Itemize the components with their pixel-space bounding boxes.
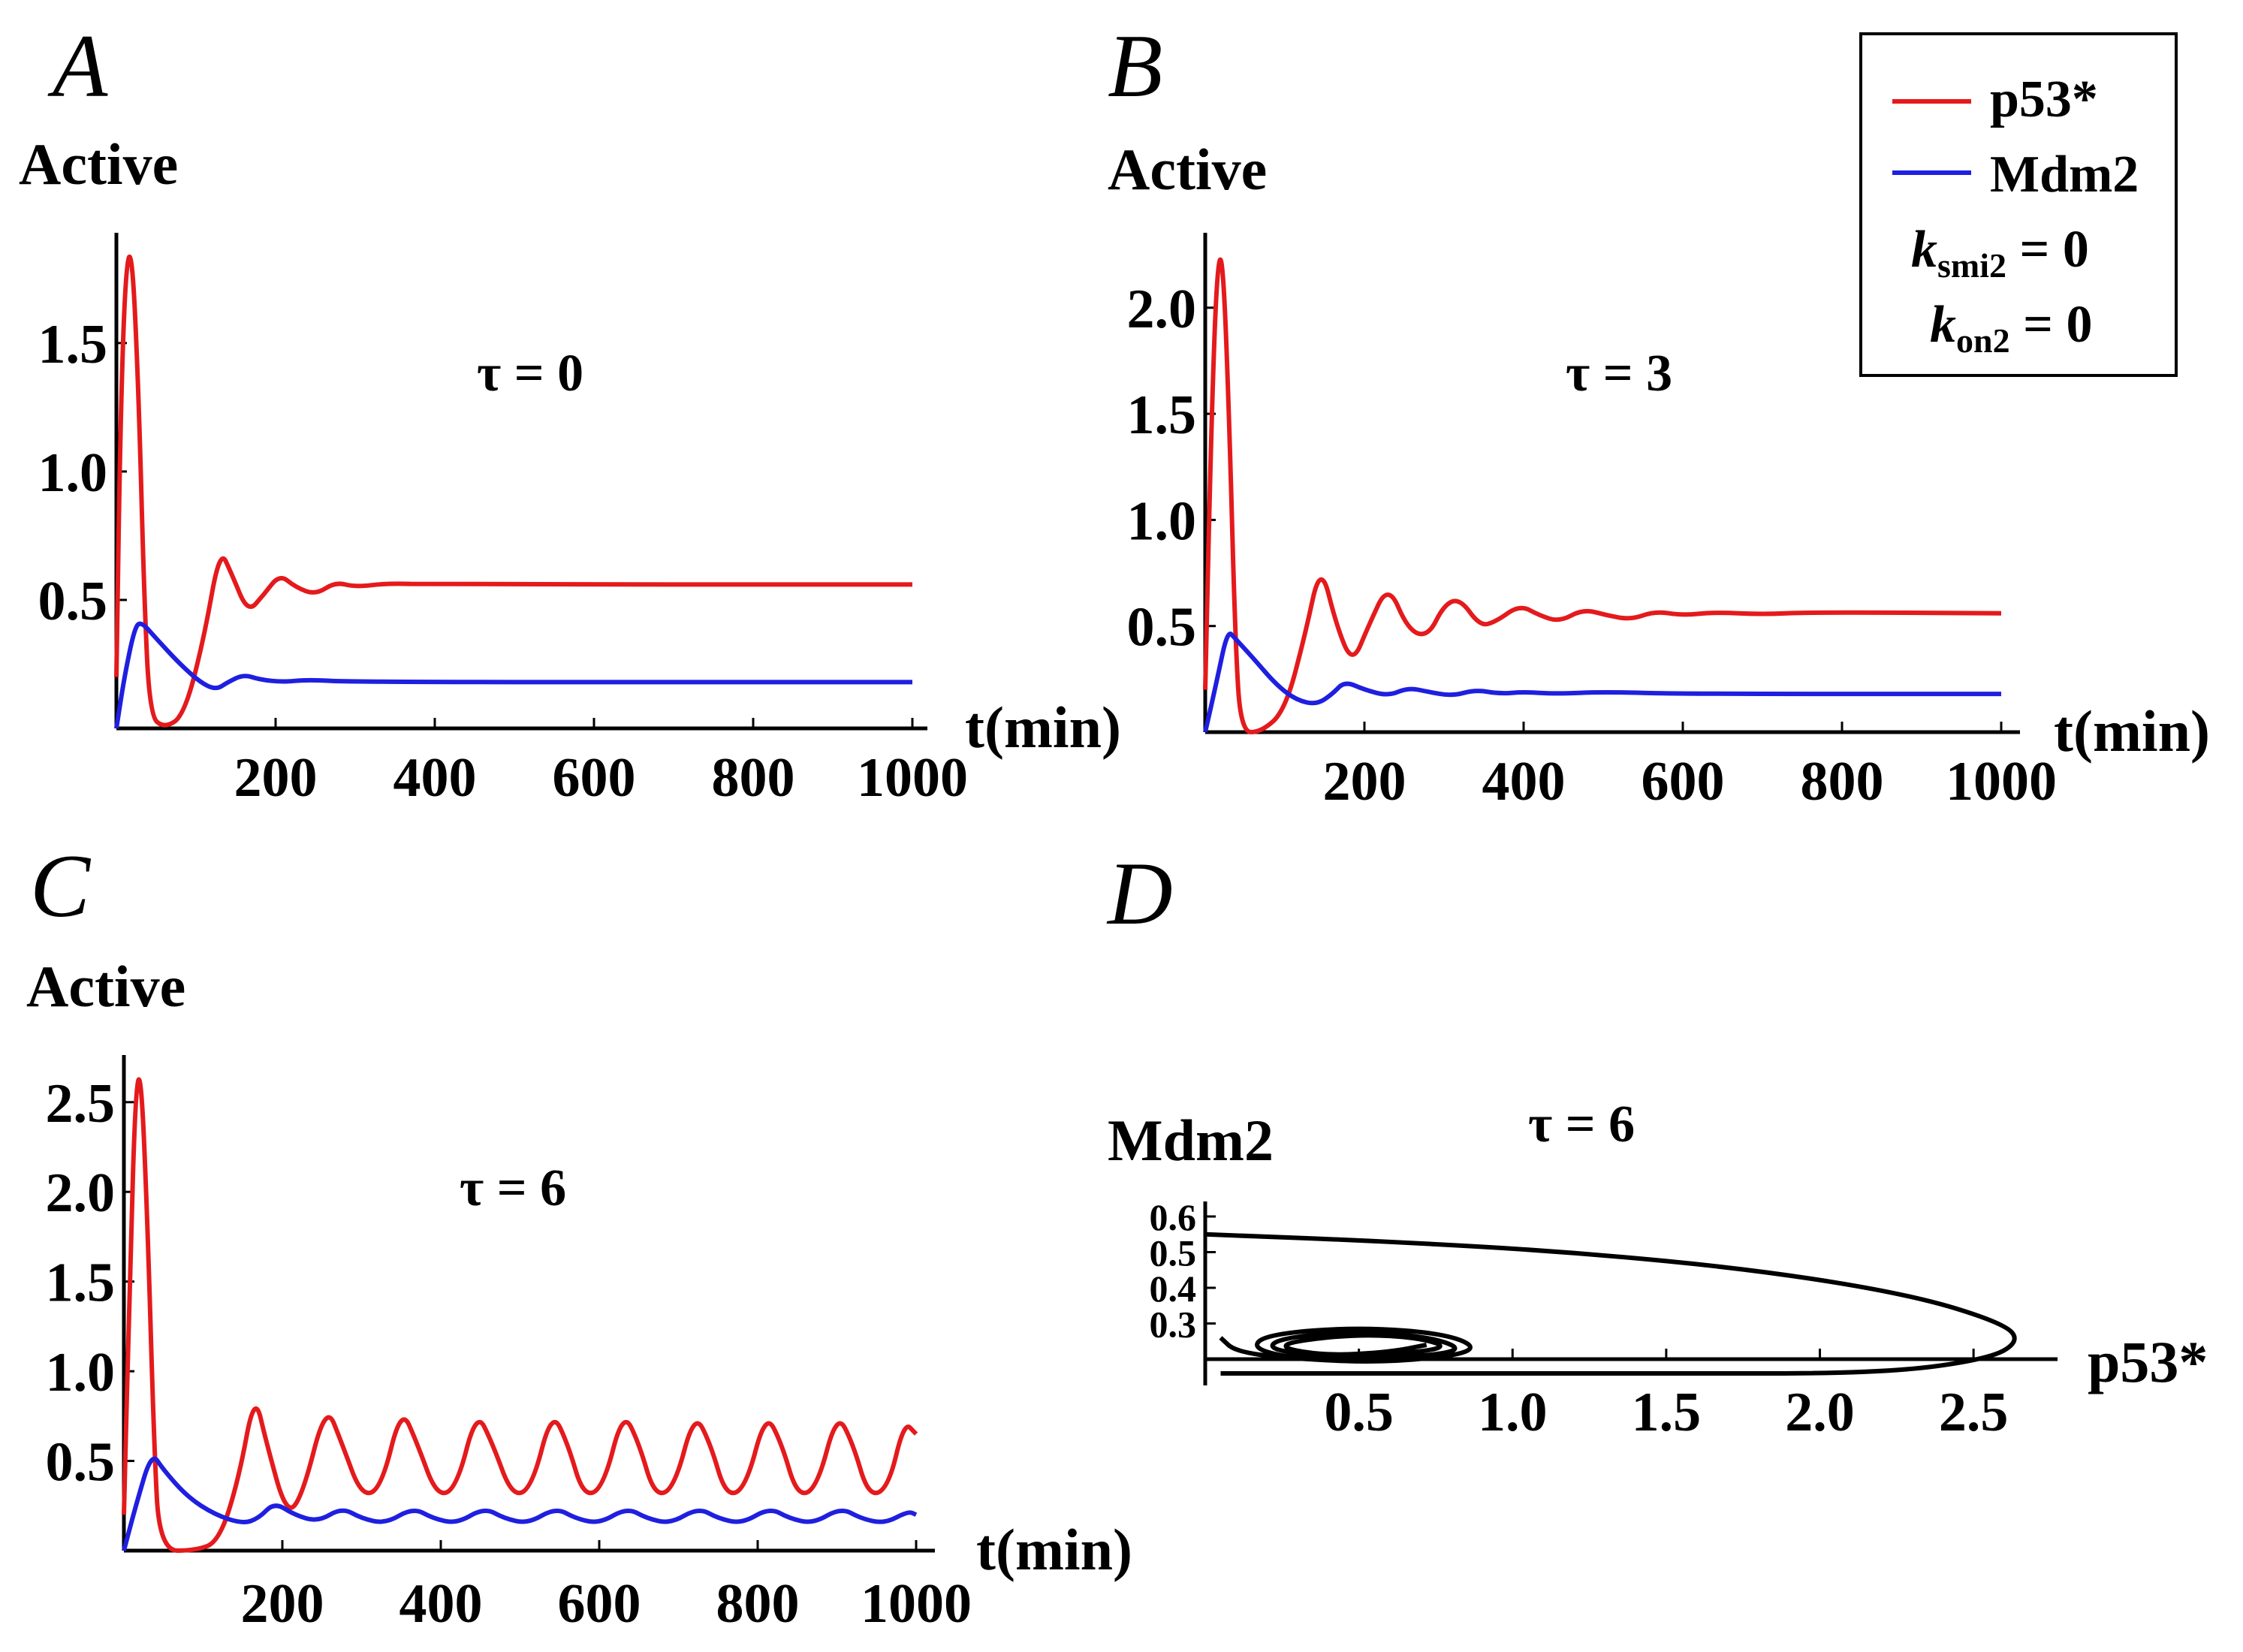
x-tick-label: 200 <box>1323 751 1406 812</box>
panel-c-chart: 200 400 600 800 1000 0.5 1.0 1.5 2.0 2.5 <box>46 1055 972 1635</box>
x-tick-label: 200 <box>234 747 318 809</box>
panel-b-tau: τ = 3 <box>1566 345 1672 402</box>
y-tick-label: 1.5 <box>38 314 108 375</box>
legend-ksmi2: ksmi2 = 0 <box>1911 221 2089 285</box>
x-tick-label: 1000 <box>1946 751 2057 812</box>
panel-label-a: A <box>47 16 108 116</box>
legend-kon2-sub: on2 <box>1956 321 2010 360</box>
series-line-trajectory <box>1204 1231 2017 1376</box>
y-tick-label: 2.0 <box>1127 279 1197 340</box>
panel-label-d: D <box>1106 843 1173 943</box>
series-line-p53 <box>114 255 912 728</box>
y-tick-label: 1.0 <box>46 1342 116 1403</box>
series-line-spiral <box>1219 1326 1473 1364</box>
panel-d-ylabel: Mdm2 <box>1108 1108 1274 1173</box>
panel-a-ylabel: Active <box>19 131 178 197</box>
y-tick-label: 0.5 <box>1127 597 1197 659</box>
x-tick-label: 800 <box>716 1573 800 1635</box>
x-tick-label: 800 <box>712 747 795 809</box>
y-tick-label: 1.0 <box>1127 490 1197 552</box>
y-tick-label: 0.3 <box>1150 1304 1197 1346</box>
series-line-mdm2 <box>122 1456 918 1551</box>
panel-label-b: B <box>1108 16 1162 116</box>
series-line-p53 <box>1203 257 2002 734</box>
x-tick-label: 1.5 <box>1632 1382 1702 1443</box>
legend-ksmi2-value: = 0 <box>2006 221 2089 279</box>
panel-d-tau: τ = 6 <box>1528 1096 1635 1153</box>
legend-box <box>1859 32 2178 377</box>
y-tick-label: 2.0 <box>46 1162 116 1224</box>
y-tick-label: 0.5 <box>1150 1232 1197 1274</box>
panel-b-ylabel: Active <box>1108 137 1267 202</box>
panel-c-xlabel: t(min) <box>976 1517 1132 1582</box>
panel-d-xlabel: p53* <box>2088 1329 2208 1394</box>
x-tick-label: 0.5 <box>1324 1382 1394 1443</box>
legend-label-mdm2: Mdm2 <box>1990 146 2139 203</box>
y-tick-label: 0.5 <box>38 571 108 632</box>
x-tick-label: 2.5 <box>1939 1382 2009 1443</box>
legend-kon2: kon2 = 0 <box>1930 296 2092 360</box>
panel-b-xlabel: t(min) <box>2054 698 2210 764</box>
panel-c-ylabel: Active <box>26 954 185 1019</box>
legend-ksmi2-k: k <box>1911 221 1937 279</box>
panel-a-xlabel: t(min) <box>965 695 1121 760</box>
x-tick-label: 600 <box>1642 751 1725 812</box>
panel-a-chart: 200 400 600 800 1000 0.5 1.0 1.5 <box>38 233 968 809</box>
legend-label-p53: p53* <box>1990 71 2098 128</box>
x-tick-label: 2.0 <box>1785 1382 1855 1443</box>
x-tick-label: 400 <box>399 1573 483 1635</box>
series-line-mdm2 <box>114 621 912 729</box>
legend-kon2-k: k <box>1930 296 1956 354</box>
x-tick-label: 1000 <box>861 1573 972 1635</box>
series-line-mdm2 <box>1203 632 2001 733</box>
x-tick-label: 400 <box>393 747 477 809</box>
panel-d-chart: 0.5 1.0 1.5 2.0 2.50.30.40.50.6 <box>1150 1196 2058 1443</box>
legend-ksmi2-sub: smi2 <box>1937 246 2006 285</box>
y-tick-label: 0.4 <box>1150 1268 1197 1310</box>
panel-label-c: C <box>30 836 92 936</box>
y-tick-label: 1.5 <box>46 1253 116 1314</box>
legend: p53* Mdm2 ksmi2 = 0 kon2 = 0 <box>1859 32 2178 377</box>
y-tick-label: 2.5 <box>46 1073 116 1135</box>
y-tick-label: 1.5 <box>1127 384 1197 446</box>
x-tick-label: 1.0 <box>1478 1382 1548 1443</box>
series-line-p53 <box>122 1077 918 1553</box>
y-tick-label: 0.6 <box>1150 1196 1197 1238</box>
x-tick-label: 1000 <box>857 747 968 809</box>
x-tick-label: 400 <box>1482 751 1566 812</box>
legend-kon2-value: = 0 <box>2010 296 2093 354</box>
x-tick-label: 800 <box>1801 751 1884 812</box>
y-tick-label: 0.5 <box>46 1432 116 1494</box>
x-tick-label: 200 <box>241 1573 324 1635</box>
x-tick-label: 600 <box>558 1573 641 1635</box>
panel-c-tau: τ = 6 <box>460 1159 566 1217</box>
panel-b-chart: 200 400 600 800 1000 0.5 1.0 1.5 2.0 <box>1127 233 2057 812</box>
y-tick-label: 1.0 <box>38 442 108 504</box>
panel-a-tau: τ = 0 <box>477 345 583 402</box>
x-tick-label: 600 <box>553 747 636 809</box>
